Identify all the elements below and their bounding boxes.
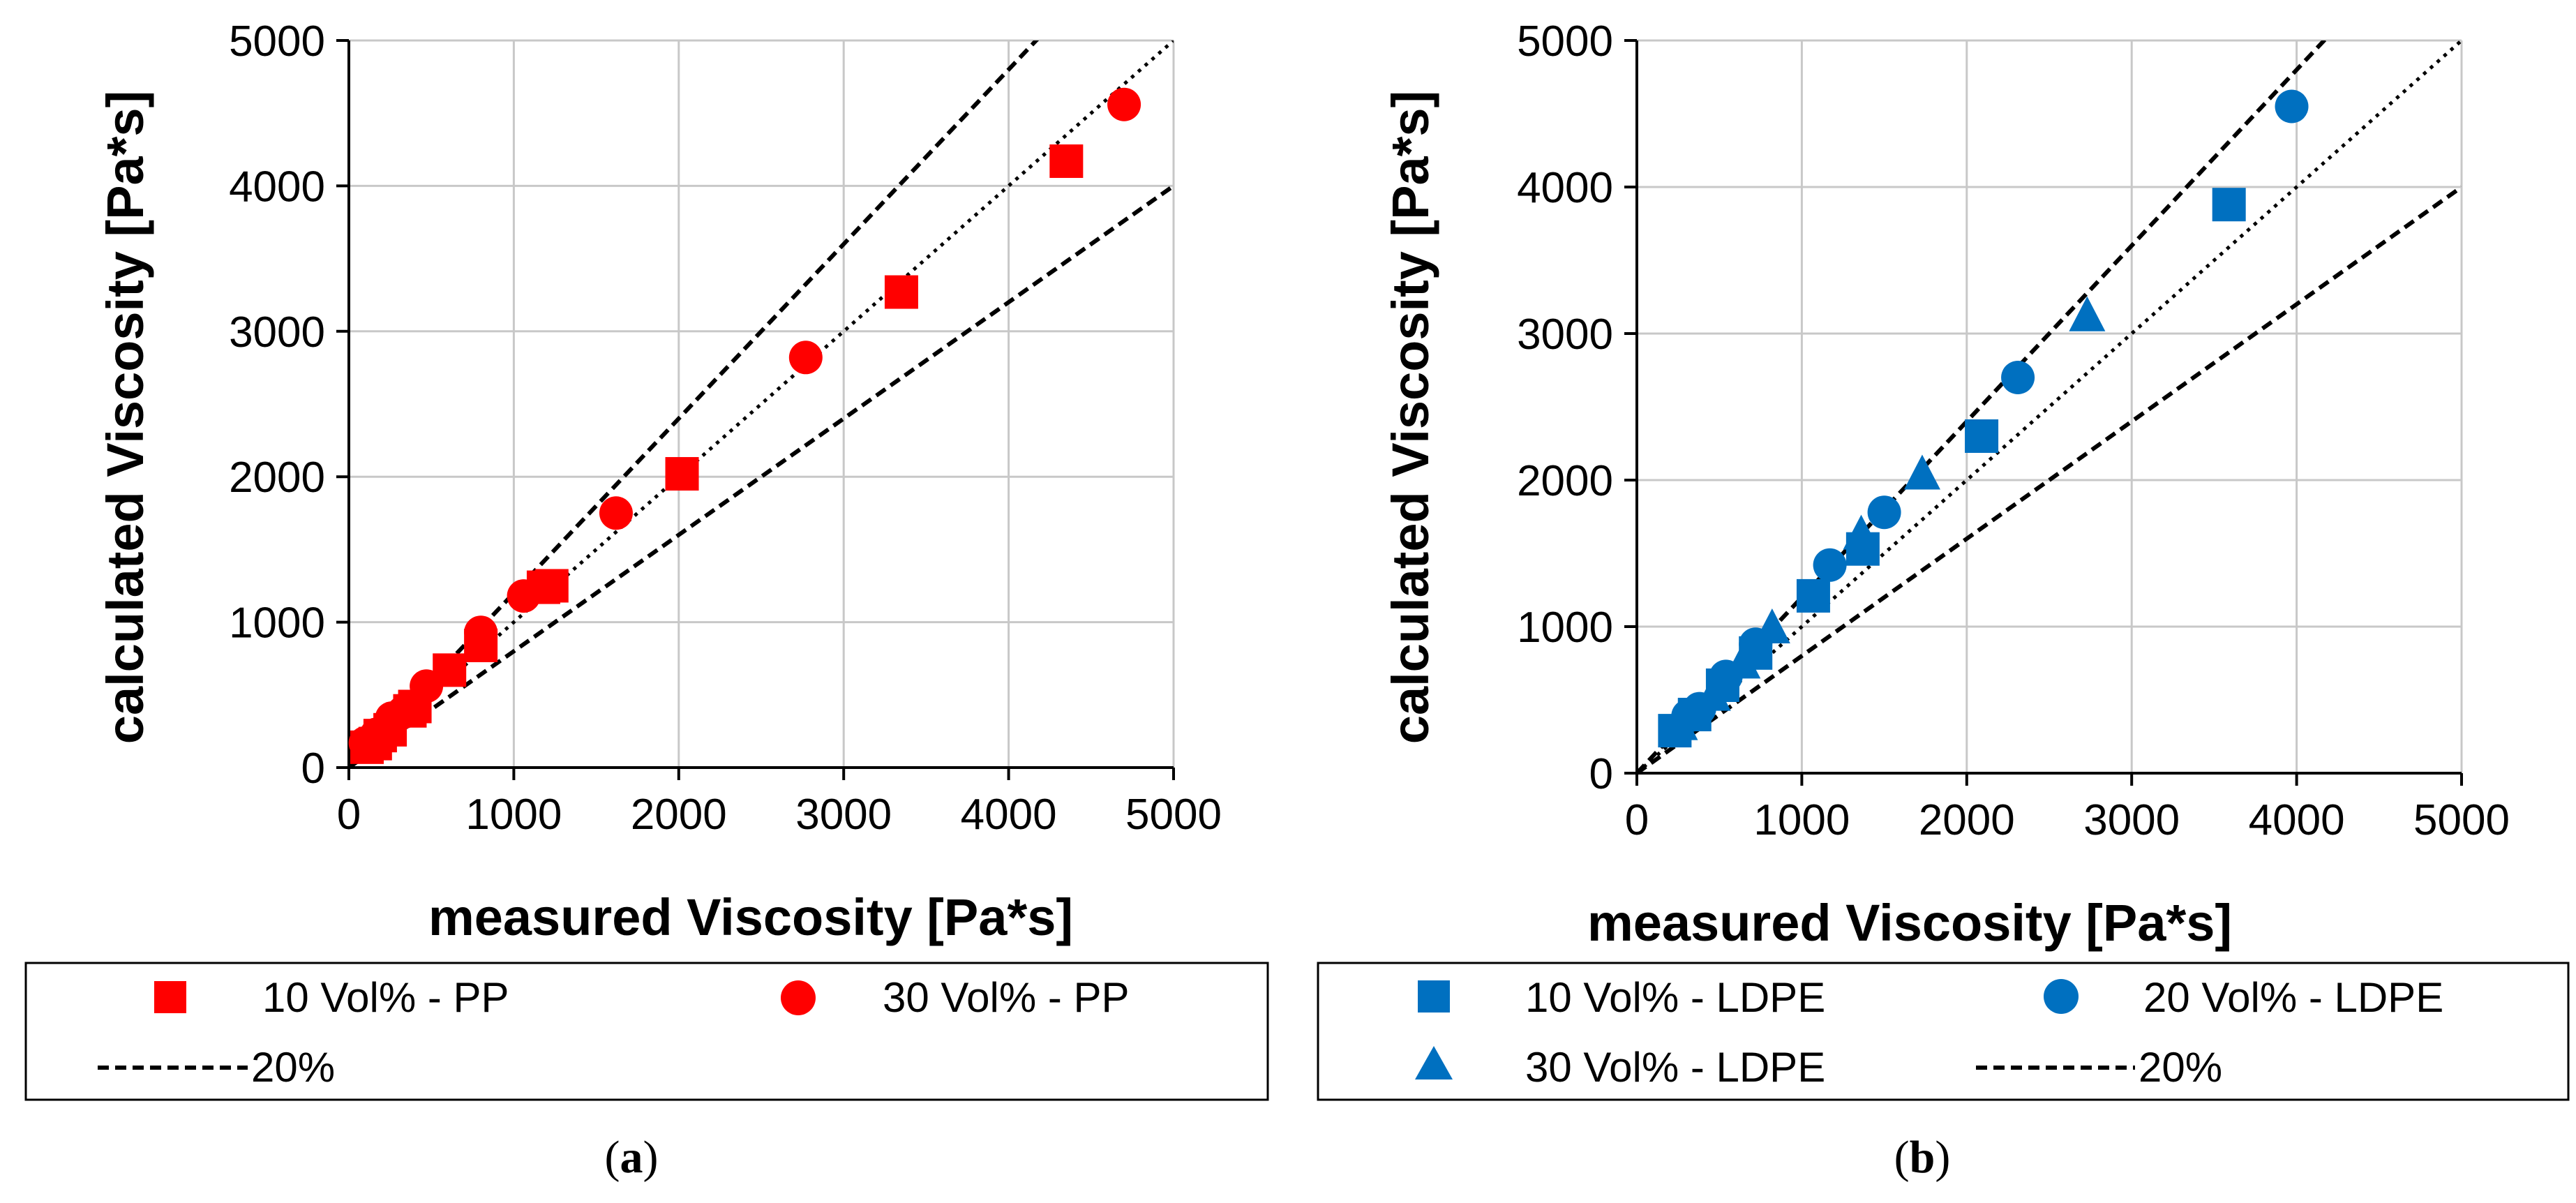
legend-triangle-marker bbox=[1415, 1046, 1453, 1079]
panel-a-legend-label-1: 10 Vol% - PP bbox=[262, 974, 509, 1021]
legend-square-marker bbox=[154, 981, 186, 1013]
y-tick-label: 0 bbox=[301, 745, 325, 793]
square-data-point bbox=[1049, 144, 1084, 178]
triangle-data-point bbox=[1694, 675, 1731, 711]
square-data-point bbox=[1965, 419, 1999, 453]
caption-open-paren: ( bbox=[605, 1132, 620, 1183]
square-data-point bbox=[1796, 578, 1830, 613]
y-tick-label: 0 bbox=[1589, 750, 1613, 798]
panel-a-legend-label-3: 20% bbox=[251, 1044, 335, 1091]
square-data-point bbox=[665, 457, 699, 491]
caption-close-paren: ) bbox=[1935, 1132, 1950, 1183]
y-tick-label: 2000 bbox=[229, 454, 325, 502]
circle-data-point bbox=[1867, 495, 1901, 530]
panel-b-scatter-chart: 0 1000 2000 3000 4000 5000 0 1000 2000 3000 4000 50… bbox=[1381, 17, 2510, 952]
panel-a-caption: (a) bbox=[605, 1132, 659, 1183]
tolerance-dashed-line bbox=[1637, 185, 2462, 773]
y-tick-label: 3000 bbox=[1517, 311, 1613, 359]
square-data-point bbox=[884, 275, 918, 309]
y-tick-label: 3000 bbox=[229, 308, 325, 357]
circle-data-point bbox=[507, 579, 541, 613]
panel-b-axes bbox=[1624, 39, 2463, 786]
x-tick-label: 5000 bbox=[1125, 791, 1222, 839]
panel-b-legend-label-1: 10 Vol% - LDPE bbox=[1525, 974, 1825, 1021]
legend-circle-marker bbox=[2044, 979, 2079, 1014]
circle-data-point bbox=[788, 341, 823, 375]
circle-data-point bbox=[599, 496, 633, 530]
x-tick-label: 0 bbox=[337, 791, 361, 839]
panel-a-legend-frame bbox=[24, 962, 1269, 1101]
x-tick-label: 0 bbox=[1625, 796, 1649, 844]
panel-b-caption: (b) bbox=[1894, 1132, 1951, 1183]
panel-a-data-points bbox=[348, 87, 1141, 764]
panel-b-legend-label-2: 20 Vol% - LDPE bbox=[2143, 974, 2443, 1021]
caption-close-paren: ) bbox=[643, 1132, 659, 1183]
x-tick-label: 4000 bbox=[961, 791, 1057, 839]
panel-a-x-axis-title: measured Viscosity [Pa*s] bbox=[428, 888, 1073, 946]
circle-data-point bbox=[1107, 87, 1141, 121]
panel-a-y-axis-title: calculated Viscosity [Pa*s] bbox=[96, 91, 154, 744]
caption-letter: b bbox=[1910, 1132, 1935, 1183]
x-tick-label: 3000 bbox=[795, 791, 892, 839]
square-data-point bbox=[534, 569, 569, 603]
panel-b-tick-labels: 0 1000 2000 3000 4000 5000 0 1000 2000 3000 4000 50… bbox=[1517, 17, 2510, 844]
identity-dotted-line bbox=[1637, 40, 2462, 773]
circle-data-point bbox=[1813, 548, 1847, 582]
y-tick-label: 2000 bbox=[1517, 457, 1613, 505]
panel-a-legend: 10 Vol% - PP 30 Vol% - PP 20% bbox=[24, 962, 1269, 1101]
square-data-point bbox=[2212, 188, 2246, 222]
panel-b-legend-label-4: 20% bbox=[2139, 1044, 2222, 1091]
y-tick-label: 1000 bbox=[1517, 604, 1613, 652]
triangle-data-point bbox=[2069, 296, 2106, 331]
panel-a-axes bbox=[336, 39, 1175, 780]
panel-a-tick-labels: 0 1000 2000 3000 4000 5000 0 1000 2000 3000 4000 50… bbox=[229, 17, 1222, 839]
x-tick-label: 1000 bbox=[465, 791, 562, 839]
legend-square-marker bbox=[1418, 980, 1450, 1013]
circle-data-point bbox=[410, 669, 444, 703]
circle-data-point bbox=[387, 695, 421, 729]
caption-open-paren: ( bbox=[1894, 1132, 1910, 1183]
circle-data-point bbox=[464, 615, 498, 650]
panel-b-x-axis-title: measured Viscosity [Pa*s] bbox=[1587, 894, 2232, 952]
y-tick-label: 4000 bbox=[1517, 164, 1613, 212]
panel-b-y-axis-title: calculated Viscosity [Pa*s] bbox=[1381, 91, 1439, 744]
caption-letter: a bbox=[620, 1132, 643, 1183]
panel-a-legend-label-2: 30 Vol% - PP bbox=[883, 974, 1130, 1021]
triangle-data-point bbox=[1724, 643, 1761, 679]
panel-b-legend-frame bbox=[1317, 962, 2570, 1101]
x-tick-label: 1000 bbox=[1753, 796, 1850, 844]
triangle-data-point bbox=[1843, 514, 1880, 550]
x-tick-label: 2000 bbox=[1919, 796, 2015, 844]
y-tick-label: 5000 bbox=[229, 17, 325, 66]
triangle-data-point bbox=[1661, 705, 1698, 740]
x-tick-label: 5000 bbox=[2413, 796, 2510, 844]
legend-circle-marker bbox=[781, 980, 816, 1015]
x-tick-label: 2000 bbox=[631, 791, 727, 839]
x-tick-label: 4000 bbox=[2249, 796, 2345, 844]
y-tick-label: 1000 bbox=[229, 599, 325, 648]
circle-data-point bbox=[2001, 361, 2035, 394]
y-tick-label: 5000 bbox=[1517, 17, 1613, 66]
triangle-data-point bbox=[1753, 608, 1790, 643]
panel-b-legend: 10 Vol% - LDPE 20 Vol% - LDPE 30 Vol% - … bbox=[1317, 962, 2570, 1101]
y-tick-label: 4000 bbox=[229, 163, 325, 211]
circle-data-point bbox=[2275, 89, 2309, 124]
panel-b-data-points bbox=[1658, 89, 2309, 748]
triangle-data-point bbox=[1903, 454, 1940, 490]
x-tick-label: 3000 bbox=[2083, 796, 2180, 844]
panel-a-scatter-chart: 0 1000 2000 3000 4000 5000 0 1000 2000 3000 4000 50… bbox=[96, 17, 1222, 946]
panel-b-legend-label-3: 30 Vol% - LDPE bbox=[1525, 1044, 1825, 1091]
tolerance-dashed-line bbox=[349, 184, 1174, 768]
